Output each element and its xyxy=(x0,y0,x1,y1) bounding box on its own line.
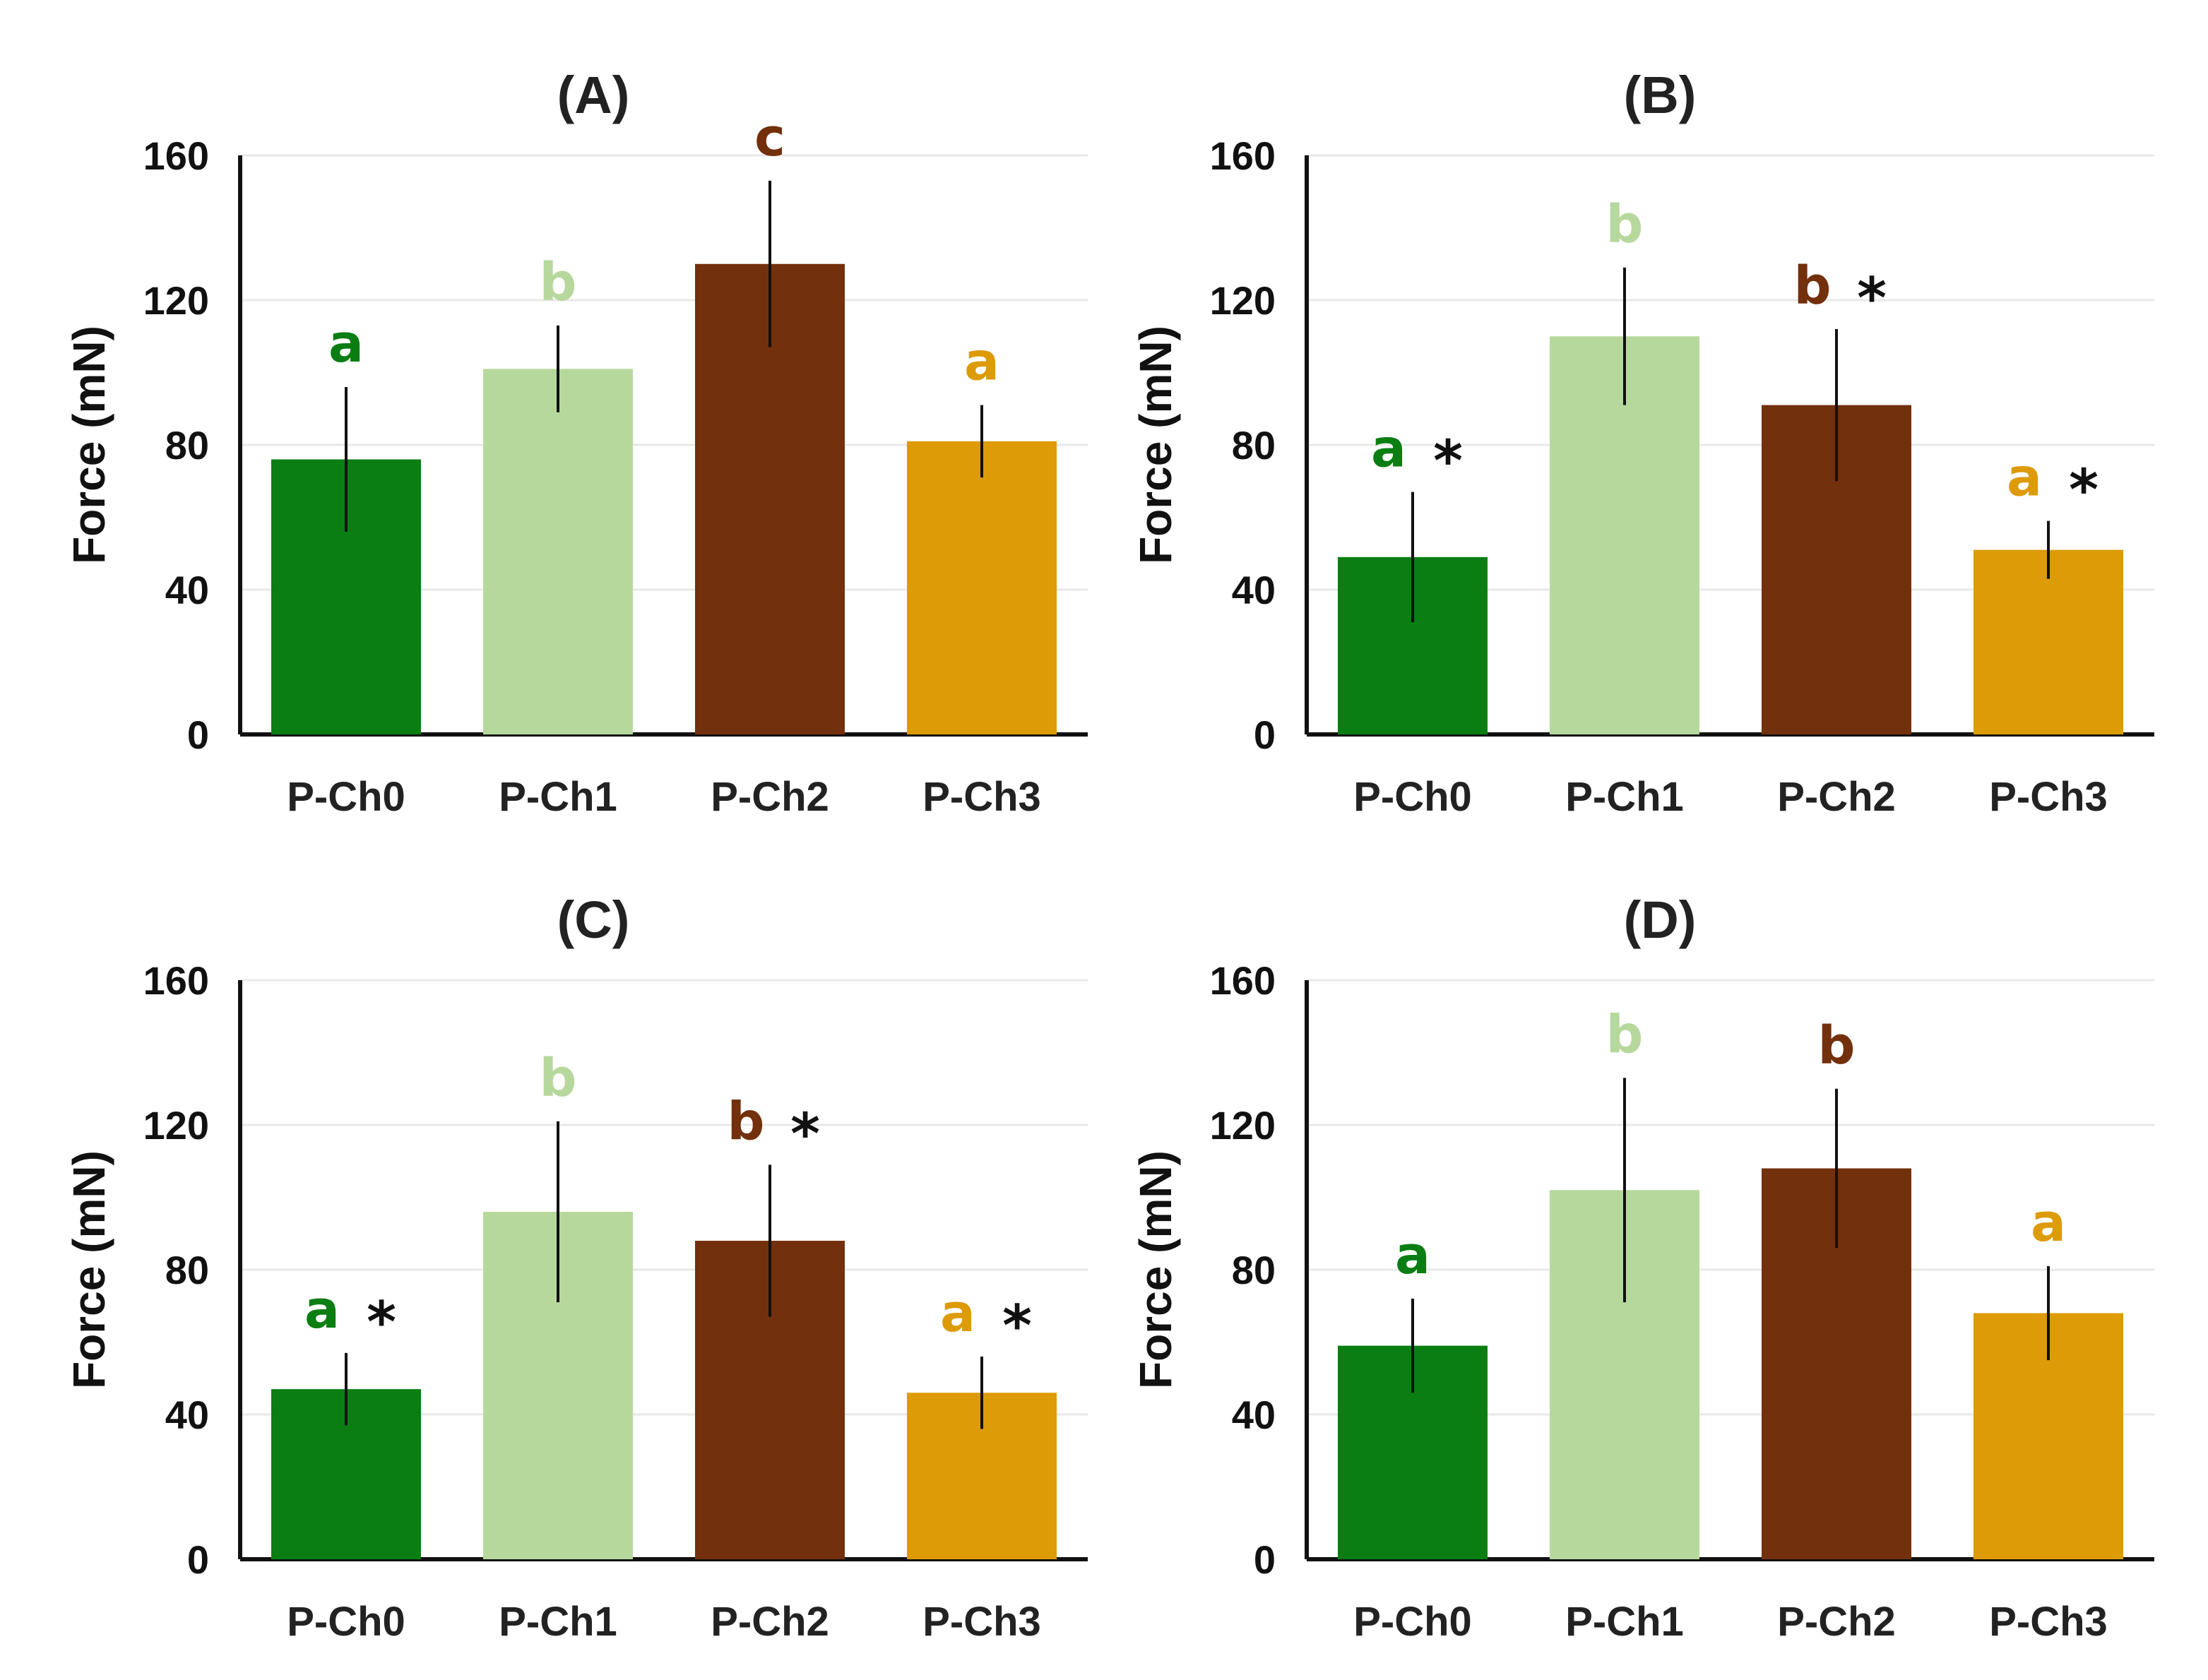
chart-panel-d: 0 40 80 120 160 (D) Force (mN) a P-Ch0 b P-Ch1 b P-C… xyxy=(1067,867,2154,1679)
chart-d-svg: 0 40 80 120 160 (D) Force (mN) a P-Ch0 b P-Ch1 b P-C… xyxy=(1130,890,2154,1645)
chart-c-svg: 0 40 80 120 160 (C) Force (mN) a * P-Ch0 b P-Ch1 b * P… xyxy=(64,890,1088,1645)
y-tick-label: 80 xyxy=(1232,1248,1276,1292)
bar-p-ch1 xyxy=(483,369,633,734)
y-tick-label: 160 xyxy=(1210,133,1276,178)
significance-letter: c xyxy=(754,107,785,168)
significance-letter: a xyxy=(2031,1193,2066,1253)
significance-letter: a xyxy=(940,1283,975,1344)
x-tick-label: P-Ch2 xyxy=(711,1599,829,1645)
y-tick-label: 120 xyxy=(143,278,209,323)
bar-p-ch3 xyxy=(907,441,1057,734)
chart-title: (B) xyxy=(1624,66,1697,124)
significance-letter: a xyxy=(2007,448,2042,508)
x-tick-label: P-Ch0 xyxy=(287,1599,405,1645)
x-tick-label: P-Ch0 xyxy=(1353,774,1472,820)
y-tick-label: 160 xyxy=(143,133,209,178)
significance-letter: a xyxy=(964,332,999,393)
x-tick-label: P-Ch1 xyxy=(499,774,617,820)
y-tick-label: 80 xyxy=(165,1248,209,1292)
significance-letter: b xyxy=(1606,1004,1644,1065)
significance-star: * xyxy=(2069,458,2099,523)
significance-letter: b xyxy=(1606,194,1644,255)
y-tick-label: 80 xyxy=(165,423,209,467)
y-tick-label: 160 xyxy=(1210,958,1276,1003)
chart-title: (D) xyxy=(1624,890,1697,949)
chart-a-svg: 0 40 80 120 160 (A) Force (mN) a P-Ch0 b P-Ch1 c P-C… xyxy=(64,66,1088,820)
chart-panel-a: 0 40 80 120 160 (A) Force (mN) a P-Ch0 b P-Ch1 c P-C… xyxy=(0,42,1088,854)
y-axis-label: Force (mN) xyxy=(1130,1150,1181,1389)
y-tick-label: 0 xyxy=(187,1537,209,1582)
chart-panel-c: 0 40 80 120 160 (C) Force (mN) a * P-Ch0 b P-Ch1 b * P… xyxy=(0,867,1088,1679)
y-tick-label: 80 xyxy=(1232,423,1276,467)
y-axis-label: Force (mN) xyxy=(64,1150,114,1389)
significance-star: * xyxy=(367,1289,396,1355)
significance-letter: b xyxy=(540,252,577,313)
y-tick-label: 120 xyxy=(143,1103,209,1148)
x-tick-label: P-Ch3 xyxy=(1989,774,2108,820)
y-axis-label: Force (mN) xyxy=(1130,326,1181,564)
significance-star: * xyxy=(790,1101,820,1167)
bar-p-ch3 xyxy=(1973,549,2123,734)
significance-letter: a xyxy=(1395,1225,1430,1286)
y-tick-label: 40 xyxy=(165,1393,209,1437)
significance-letter: b xyxy=(1818,1015,1856,1076)
chart-title: (A) xyxy=(557,66,630,124)
x-tick-label: P-Ch2 xyxy=(711,774,829,820)
significance-star: * xyxy=(1002,1293,1032,1359)
y-tick-label: 0 xyxy=(1254,713,1276,757)
y-tick-label: 120 xyxy=(1210,1103,1276,1148)
y-tick-label: 40 xyxy=(1232,1393,1276,1437)
x-tick-label: P-Ch1 xyxy=(499,1599,617,1645)
significance-letter: a xyxy=(1371,419,1406,479)
y-tick-label: 0 xyxy=(187,713,209,757)
x-tick-label: P-Ch1 xyxy=(1565,774,1684,820)
significance-letter: a xyxy=(304,1280,340,1340)
x-tick-label: P-Ch3 xyxy=(1989,1599,2108,1645)
x-tick-label: P-Ch0 xyxy=(1353,1599,1472,1645)
y-axis-label: Force (mN) xyxy=(64,326,114,564)
significance-letter: b xyxy=(540,1048,577,1109)
significance-letter: a xyxy=(328,314,364,374)
significance-letter: b xyxy=(728,1091,765,1152)
significance-star: * xyxy=(1433,429,1463,494)
significance-letter: b xyxy=(1794,256,1832,316)
y-tick-label: 40 xyxy=(165,568,209,612)
y-tick-label: 160 xyxy=(143,958,209,1003)
x-tick-label: P-Ch3 xyxy=(922,774,1041,820)
x-tick-label: P-Ch3 xyxy=(922,1599,1041,1645)
y-tick-label: 0 xyxy=(1254,1537,1276,1582)
x-tick-label: P-Ch2 xyxy=(1777,774,1896,820)
y-tick-label: 120 xyxy=(1210,278,1276,323)
significance-star: * xyxy=(1857,266,1887,331)
x-tick-label: P-Ch1 xyxy=(1565,1599,1684,1645)
x-tick-label: P-Ch0 xyxy=(287,774,405,820)
chart-title: (C) xyxy=(557,890,630,949)
y-tick-label: 40 xyxy=(1232,568,1276,612)
chart-b-svg: 0 40 80 120 160 (B) Force (mN) a * P-Ch0 b P-Ch1 b * P… xyxy=(1130,66,2154,820)
x-tick-label: P-Ch2 xyxy=(1777,1599,1896,1645)
chart-panel-b: 0 40 80 120 160 (B) Force (mN) a * P-Ch0 b P-Ch1 b * P… xyxy=(1067,42,2154,854)
